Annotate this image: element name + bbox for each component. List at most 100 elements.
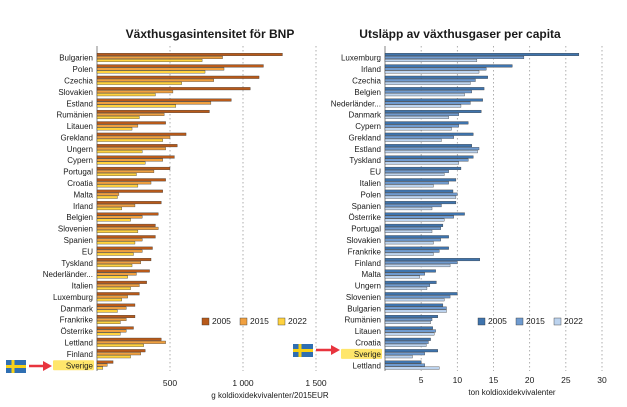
category-label: Tyskland xyxy=(61,259,93,268)
bar-2005 xyxy=(96,337,162,341)
category-label: Österrike xyxy=(61,327,94,336)
bar-2015 xyxy=(384,352,425,356)
category-label: Estland xyxy=(66,99,93,108)
bar-2015 xyxy=(96,112,165,116)
category-label: Irland xyxy=(73,202,93,211)
bar-2005 xyxy=(96,189,163,193)
bar-2015 xyxy=(384,295,451,299)
bar-2005 xyxy=(384,212,465,216)
bar-2005 xyxy=(384,109,482,113)
bar-2005 xyxy=(96,98,232,102)
category-label: Italien xyxy=(360,179,381,188)
x-tick-label: 500 xyxy=(163,378,177,388)
legend-swatch xyxy=(239,317,248,326)
bar-2015 xyxy=(96,169,155,173)
x-tick-label: 1 000 xyxy=(232,378,254,388)
bar-2022 xyxy=(384,104,462,108)
bar-2022 xyxy=(384,286,428,290)
bar-2022 xyxy=(96,309,118,313)
category-label: Litauen xyxy=(67,122,93,131)
bar-2005 xyxy=(384,53,580,56)
bar-2015 xyxy=(96,192,120,196)
bar-2015 xyxy=(96,181,152,185)
bar-2022 xyxy=(384,218,445,222)
bar-2022 xyxy=(96,275,128,279)
bar-2022 xyxy=(384,343,427,347)
category-label: Czechia xyxy=(352,76,381,85)
category-label: Slovakien xyxy=(58,88,93,97)
bar-2005 xyxy=(384,303,444,307)
bar-2022 xyxy=(96,218,131,222)
bar-2015 xyxy=(96,67,225,71)
x-axis-label: ton koldioxidekvivalenter xyxy=(468,388,555,397)
pointer-arrow-icon xyxy=(316,345,340,355)
category-label: Slovenien xyxy=(346,293,381,302)
category-label: Nederländer... xyxy=(331,99,381,108)
bar-2005 xyxy=(384,269,436,273)
category-label: Frankrike xyxy=(348,247,382,256)
bar-2005 xyxy=(96,64,264,68)
category-label: Malta xyxy=(361,270,381,279)
bar-2015 xyxy=(384,112,459,116)
bar-2005 xyxy=(384,337,431,341)
category-label: Italien xyxy=(72,282,93,291)
legend-swatch xyxy=(277,317,286,326)
category-label: Polen xyxy=(361,190,381,199)
bar-2015 xyxy=(96,147,166,151)
bar-2015 xyxy=(384,306,447,310)
legend-label: 2022 xyxy=(288,316,307,326)
x-tick-label: 30 xyxy=(597,375,607,385)
bar-2005 xyxy=(384,235,449,239)
category-label: Croatia xyxy=(67,179,93,188)
bar-2015 xyxy=(384,90,472,94)
bar-2005 xyxy=(384,326,433,330)
category-label: Czechia xyxy=(64,76,93,85)
bar-2005 xyxy=(384,223,444,227)
category-label: Danmark xyxy=(61,304,94,313)
bar-2022 xyxy=(384,275,420,279)
category-label: Bulgarien xyxy=(347,304,381,313)
category-label: Estland xyxy=(354,145,381,154)
bar-2015 xyxy=(96,215,143,219)
x-tick-label: 20 xyxy=(525,375,535,385)
bar-2015 xyxy=(384,124,459,128)
bar-2022 xyxy=(96,286,131,290)
category-label: Cypern xyxy=(67,156,93,165)
bar-2015 xyxy=(384,272,425,276)
bar-2005 xyxy=(96,53,283,56)
bar-2005 xyxy=(384,349,438,353)
bar-2005 xyxy=(96,178,166,182)
x-tick-label: 10 xyxy=(453,375,463,385)
bar-2022 xyxy=(384,184,434,188)
bar-2015 xyxy=(96,204,136,208)
bar-2022 xyxy=(384,59,478,62)
bar-2022 xyxy=(384,115,449,119)
bar-2005 xyxy=(384,64,513,68)
bar-2015 xyxy=(384,340,429,344)
bar-2005 xyxy=(96,201,162,205)
category-label: Danmark xyxy=(349,111,382,120)
category-label: Grekland xyxy=(61,133,93,142)
bar-2005 xyxy=(96,166,171,170)
bar-2015 xyxy=(384,56,525,59)
bar-2005 xyxy=(96,75,260,79)
bar-2015 xyxy=(384,101,471,105)
highlight-box xyxy=(53,360,94,371)
bar-2022 xyxy=(384,150,478,154)
category-label: Ungern xyxy=(67,145,93,154)
bar-2005 xyxy=(384,166,462,170)
bar-2005 xyxy=(96,235,156,239)
bar-2005 xyxy=(96,315,136,319)
bar-2015 xyxy=(96,135,171,139)
category-label: Portugal xyxy=(63,168,93,177)
bar-2015 xyxy=(384,67,487,71)
bar-2005 xyxy=(96,155,175,159)
bar-2015 xyxy=(96,306,127,310)
category-label: Grekland xyxy=(349,133,381,142)
bar-2005 xyxy=(384,75,488,79)
bar-2015 xyxy=(384,147,480,151)
category-label: Sverige xyxy=(354,350,382,359)
bar-2022 xyxy=(96,115,140,119)
sweden-flag-icon xyxy=(293,344,313,357)
bar-2015 xyxy=(384,249,440,253)
